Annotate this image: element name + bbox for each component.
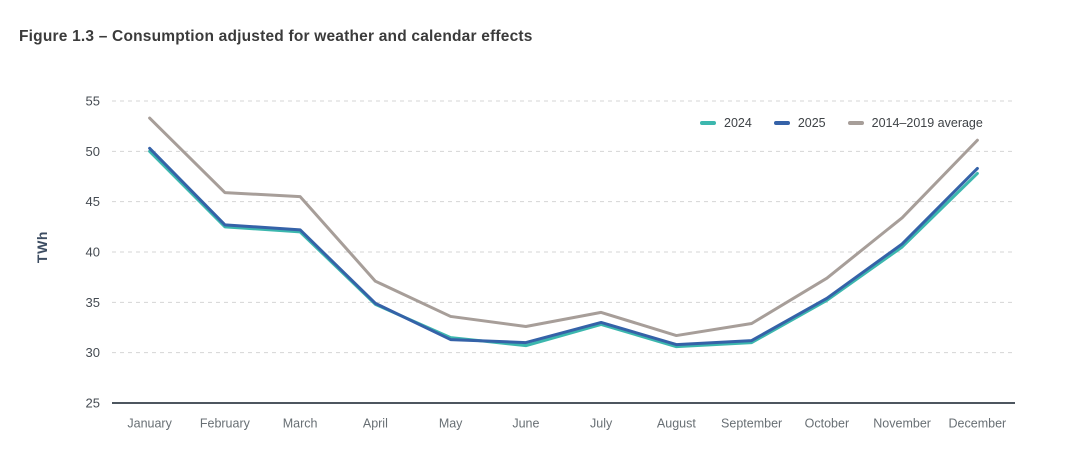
legend-label-2024: 2024 (724, 116, 752, 130)
gridlines (112, 100, 1015, 404)
y-tick-label-55: 55 (86, 94, 100, 109)
y-tick-label-45: 45 (86, 194, 100, 209)
figure-title: Figure 1.3 – Consumption adjusted for we… (19, 28, 533, 45)
x-tick-label-november: November (873, 417, 931, 431)
x-tick-label-july: July (590, 417, 613, 431)
y-tick-label-30: 30 (86, 345, 100, 360)
legend-dash-icon (700, 121, 716, 125)
y-tick-label-40: 40 (86, 245, 100, 260)
legend-item-2014-2019-average: 2014–2019 average (847, 116, 983, 130)
x-tick-label-june: June (512, 417, 539, 431)
x-tick-label-march: March (283, 417, 318, 431)
legend-dash-icon (847, 121, 864, 125)
chart-legend: 2024 2025 2014–2019 average (700, 114, 983, 132)
y-tick-label-50: 50 (86, 144, 100, 159)
x-tick-label-april: April (363, 417, 388, 431)
series-lines (148, 116, 979, 349)
series-line-2014-2019-average (148, 116, 979, 338)
y-axis-tick-labels: 25 30 35 40 45 50 55 (86, 94, 100, 411)
y-tick-label-35: 35 (86, 295, 100, 310)
x-tick-label-september: September (721, 417, 782, 431)
x-tick-label-october: October (805, 417, 849, 431)
series-line-2024 (148, 149, 979, 349)
legend-item-2025: 2025 (773, 116, 826, 130)
x-tick-label-may: May (439, 417, 463, 431)
x-tick-label-january: January (127, 417, 172, 431)
legend-label-2014-2019-average: 2014–2019 average (871, 116, 983, 130)
series-line-2025 (148, 146, 979, 347)
x-tick-label-december: December (949, 417, 1007, 431)
x-axis-month-labels: January February March April May June July Augu… (127, 417, 1006, 431)
legend-label-2025: 2025 (797, 116, 826, 130)
x-tick-label-august: August (657, 417, 696, 431)
legend-dash-icon (773, 121, 790, 125)
x-tick-label-february: February (200, 417, 251, 431)
legend-item-2024: 2024 (700, 116, 752, 130)
y-tick-label-25: 25 (86, 396, 100, 411)
